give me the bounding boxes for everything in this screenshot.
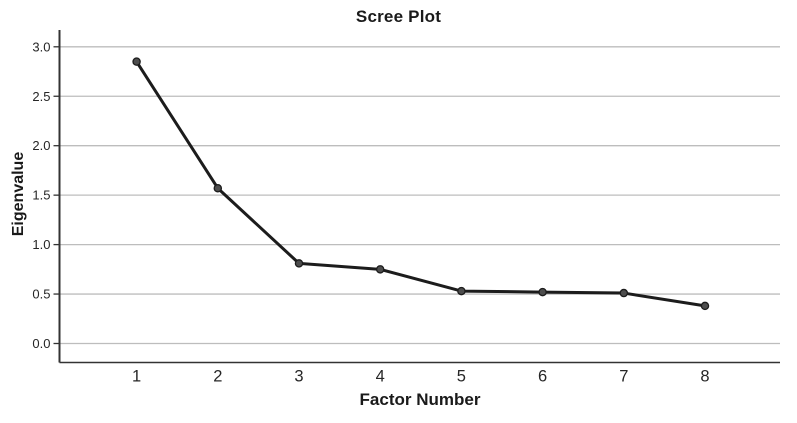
data-point-marker bbox=[700, 301, 710, 311]
x-tick-label: 8 bbox=[700, 368, 709, 386]
x-tick-label: 7 bbox=[619, 368, 628, 386]
data-point-marker bbox=[294, 259, 304, 268]
x-tick-label: 6 bbox=[538, 368, 547, 386]
data-point-marker bbox=[619, 288, 629, 298]
data-point-marker bbox=[538, 287, 547, 297]
data-point-marker bbox=[375, 265, 385, 274]
chart-title: Scree Plot bbox=[355, 7, 442, 26]
y-tick-label: 2.5 bbox=[32, 89, 50, 104]
y-tick-label: 2.0 bbox=[32, 138, 50, 153]
x-tick-label: 3 bbox=[294, 368, 303, 386]
y-tick-label: 3.0 bbox=[32, 39, 50, 54]
x-axis-title: Factor Number bbox=[359, 390, 481, 409]
y-tick-label: 1.0 bbox=[32, 237, 50, 252]
y-tick-label: 0.0 bbox=[32, 336, 50, 351]
y-tick-label: 1.5 bbox=[32, 188, 50, 203]
x-tick-label: 2 bbox=[213, 368, 222, 386]
x-tick-label: 5 bbox=[457, 368, 466, 386]
x-tick-label: 1 bbox=[132, 368, 141, 386]
scree-line bbox=[135, 60, 707, 308]
data-point-marker bbox=[132, 57, 141, 66]
y-tick-label: 0.5 bbox=[32, 287, 50, 302]
x-tick-label: 4 bbox=[376, 368, 385, 386]
data-point-marker bbox=[213, 183, 223, 193]
data-point-marker bbox=[457, 286, 466, 296]
